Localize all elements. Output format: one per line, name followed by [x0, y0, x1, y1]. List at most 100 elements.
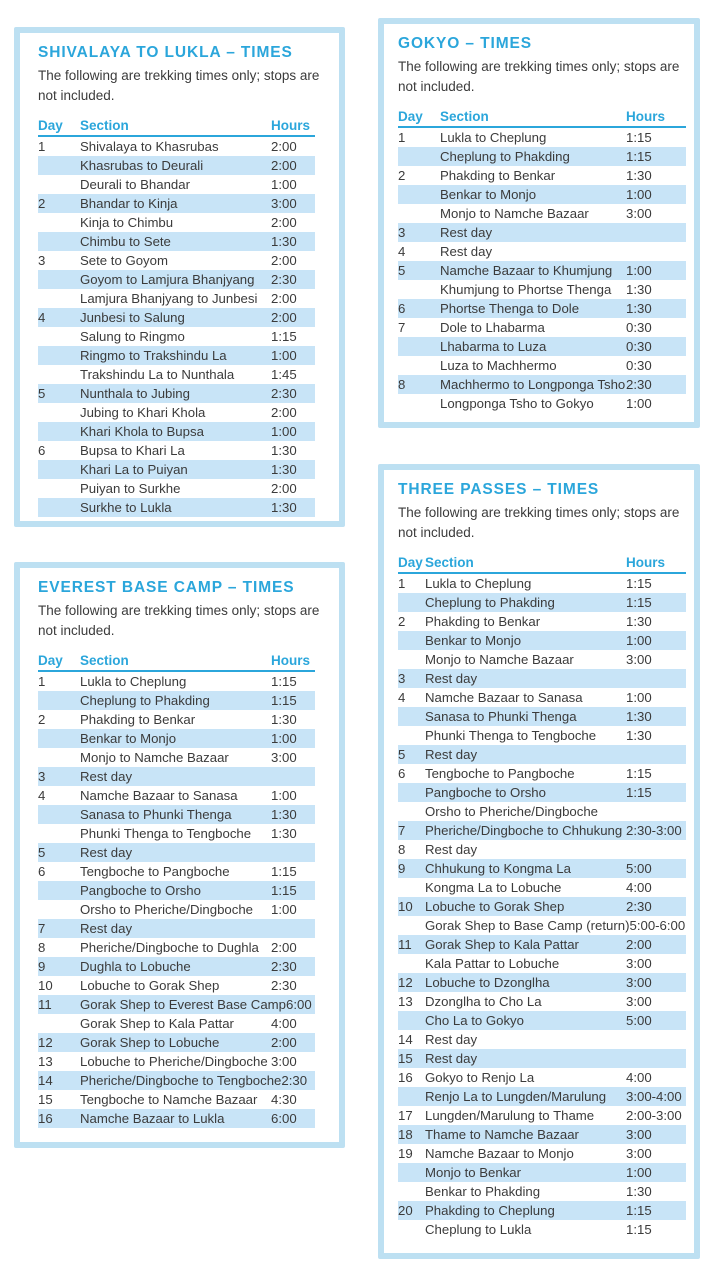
cell-hours: 1:15	[271, 864, 297, 879]
cell-hours: 4:30	[271, 1092, 297, 1107]
cell-hours: 4:00	[626, 1070, 652, 1085]
cell-day	[38, 232, 80, 251]
card-title: EVEREST BASE CAMP – TIMES	[38, 579, 295, 596]
cell-section: Shivalaya to Khasrubas	[80, 139, 219, 154]
cell-hours: 2:30	[271, 978, 297, 993]
table-row: Khari La to Puiyan 1:30	[38, 460, 315, 479]
cell-hours: 1:15	[271, 674, 297, 689]
table-row: 4 Rest day	[398, 242, 686, 261]
cell-hours: 1:30	[271, 500, 297, 515]
cell-day	[398, 593, 425, 612]
cell-section: Ringmo to Trakshindu La	[80, 348, 227, 363]
table-row: 5 Namche Bazaar to Khumjung 1:00	[398, 261, 686, 280]
cell-day	[398, 916, 425, 935]
table-row: 10 Lobuche to Gorak Shep 2:30	[398, 897, 686, 916]
table-row: 1 Lukla to Cheplung 1:15	[398, 128, 686, 147]
cell-hours: 3:00	[271, 1054, 297, 1069]
cell-day: 8	[398, 377, 406, 392]
cell-hours: 1:30	[271, 712, 297, 727]
table-row: 13 Dzonglha to Cho La 3:00	[398, 992, 686, 1011]
cell-hours: 1:00	[626, 263, 652, 278]
cell-hours: 1:30	[626, 728, 652, 743]
table-row: 2 Phakding to Benkar 1:30	[398, 166, 686, 185]
cell-day: 7	[398, 823, 406, 838]
table-row: Longponga Tsho to Gokyo 1:00	[398, 394, 686, 413]
table-row: Benkar to Monjo 1:00	[398, 185, 686, 204]
cell-day: 12	[398, 975, 413, 990]
table-row: 8 Rest day	[398, 840, 686, 859]
table-row: 12 Lobuche to Dzonglha 3:00	[398, 973, 686, 992]
cell-hours: 2:00	[271, 940, 297, 955]
cell-section: Lungden/Marulung to Thame	[425, 1108, 595, 1123]
cell-day: 11	[38, 997, 52, 1012]
cell-section: Jubing to Khari Khola	[80, 405, 206, 420]
cell-day	[398, 185, 440, 204]
cell-section: Dughla to Lobuche	[80, 959, 191, 974]
cell-day: 14	[398, 1032, 413, 1047]
table-row: 13 Lobuche to Pheriche/Dingboche 3:00	[38, 1052, 315, 1071]
header-cell-day: Day	[38, 118, 63, 133]
table-row: Cheplung to Lukla 1:15	[398, 1220, 686, 1239]
cell-day: 17	[398, 1108, 413, 1123]
cell-section: Nunthala to Jubing	[80, 386, 190, 401]
cell-hours	[271, 843, 315, 862]
header-cell-section: Section	[80, 118, 129, 133]
cell-hours: 1:15	[626, 576, 652, 591]
cell-day: 6	[398, 301, 406, 316]
cell-day	[398, 1220, 425, 1239]
cell-day	[38, 270, 80, 289]
cell-section: Tengboche to Pangboche	[425, 766, 575, 781]
cell-day	[38, 900, 80, 919]
cell-hours: 6:00	[271, 1111, 297, 1126]
cell-section: Khumjung to Phortse Thenga	[440, 282, 612, 297]
cell-hours: 1:00	[626, 187, 652, 202]
cell-section: Monjo to Namche Bazaar	[440, 206, 589, 221]
cell-day: 7	[398, 320, 406, 335]
table-row: 1 Lukla to Cheplung 1:15	[38, 672, 315, 691]
cell-day	[38, 691, 80, 710]
header-cell-hours: Hours	[271, 653, 311, 668]
table-row: 14 Rest day	[398, 1030, 686, 1049]
cell-day: 11	[398, 937, 412, 952]
cell-hours	[271, 767, 315, 786]
cell-hours: 1:30	[626, 301, 652, 316]
cell-section: Deurali to Bhandar	[80, 177, 190, 192]
card-subtitle: The following are trekking times only; s…	[38, 68, 320, 103]
cell-hours: 4:00	[271, 1016, 297, 1031]
table-row: Orsho to Pheriche/Dingboche 1:00	[38, 900, 315, 919]
cell-hours: 1:00	[271, 788, 297, 803]
cell-section: Kala Pattar to Lobuche	[425, 956, 560, 971]
cell-day	[38, 479, 80, 498]
cell-section: Gorak Shep to Lobuche	[80, 1035, 220, 1050]
card-title: SHIVALAYA TO LUKLA – TIMES	[38, 44, 293, 61]
cell-hours: 1:00	[271, 348, 297, 363]
cell-day	[398, 802, 425, 821]
cell-hours: 2:00	[271, 1035, 297, 1050]
times-table: Day Section Hours 1 Shivalaya to Khasruba…	[38, 117, 331, 517]
cell-section: Machhermo to Longponga Tsho	[440, 377, 626, 392]
table-row: 6 Tengboche to Pangboche 1:15	[398, 764, 686, 783]
cell-hours: 2:00	[271, 253, 297, 268]
table-row: 6 Tengboche to Pangboche 1:15	[38, 862, 315, 881]
cell-day: 6	[38, 443, 46, 458]
cell-hours	[626, 242, 686, 261]
cell-day: 15	[38, 1092, 53, 1107]
cell-hours: 1:00	[626, 633, 652, 648]
cell-day	[38, 748, 80, 767]
cell-day: 4	[398, 244, 406, 259]
table-row: 9 Chhukung to Kongma La 5:00	[398, 859, 686, 878]
cell-section: Lukla to Cheplung	[440, 130, 547, 145]
table-row: 18 Thame to Namche Bazaar 3:00	[398, 1125, 686, 1144]
cell-section: Gorak Shep to Base Camp (return)	[425, 918, 630, 933]
cell-hours: 1:00	[271, 731, 297, 746]
cell-day	[38, 213, 80, 232]
cell-section: Puiyan to Surkhe	[80, 481, 181, 496]
table-row: Ringmo to Trakshindu La 1:00	[38, 346, 315, 365]
cell-day	[38, 403, 80, 422]
table-row: Trakshindu La to Nunthala 1:45	[38, 365, 315, 384]
table-row: Surkhe to Lukla 1:30	[38, 498, 315, 517]
table-row: 7 Dole to Lhabarma 0:30	[398, 318, 686, 337]
header-cell-section: Section	[80, 653, 129, 668]
cell-day	[38, 824, 80, 843]
cell-day: 8	[398, 842, 406, 857]
